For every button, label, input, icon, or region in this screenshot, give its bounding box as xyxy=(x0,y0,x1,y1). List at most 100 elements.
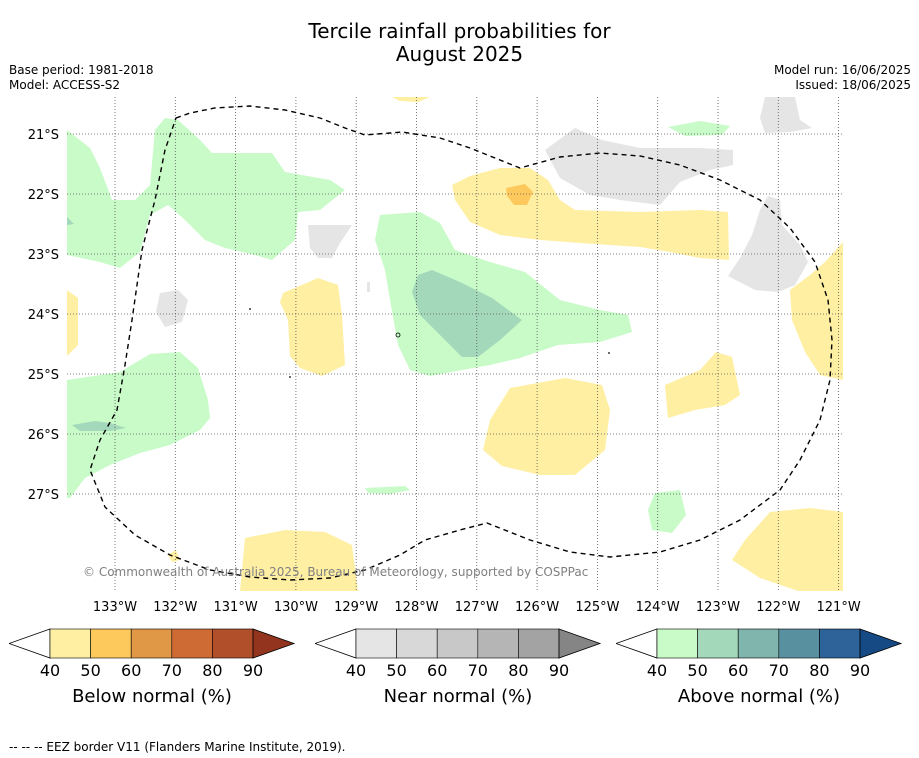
above-normal-50-region xyxy=(67,217,74,225)
colorbar-segment xyxy=(130,628,173,659)
colorbar-under-triangle xyxy=(9,628,51,659)
longitude-label: 121°W xyxy=(817,600,861,615)
colorbar-segment xyxy=(778,628,820,659)
above-normal-colorbar-label: Above normal (%) xyxy=(677,686,841,707)
below-normal-50-region xyxy=(506,184,533,205)
longitude-label: 128°W xyxy=(394,600,438,615)
colorbar-segment xyxy=(518,628,560,659)
map-title-line1: Tercile rainfall probabilities for xyxy=(308,19,611,43)
colorbar-segment xyxy=(90,628,132,659)
above-normal-50-region xyxy=(72,421,126,431)
colorbar-tick-label: 60 xyxy=(728,661,748,680)
colorbar-tick-label: 40 xyxy=(346,661,366,680)
above-normal-region xyxy=(67,352,210,498)
below-normal-region xyxy=(280,278,345,376)
colorbar-segment xyxy=(697,628,739,659)
below-normal-region xyxy=(168,550,180,562)
above-normal-region xyxy=(668,121,730,136)
latitude-label: 23°S xyxy=(28,248,59,263)
below-normal-colorbar: 40 50 60 70 80 90 xyxy=(9,628,296,680)
map-plot-area xyxy=(67,97,843,591)
colorbar-segment xyxy=(477,628,519,659)
near-normal-region xyxy=(760,97,812,133)
longitude-label: 133°W xyxy=(93,600,137,615)
latitude-label: 27°S xyxy=(28,488,59,503)
copyright-text: © Commonwealth of Australia 2025, Bureau… xyxy=(83,565,588,579)
near-normal-region xyxy=(156,290,188,327)
island-marker xyxy=(608,352,610,354)
colorbar-tick-label: 70 xyxy=(162,661,182,680)
colorbar-under-triangle xyxy=(616,628,658,659)
below-normal-region xyxy=(665,352,740,418)
above-normal-colorbar: 40 50 60 70 80 90 xyxy=(616,628,903,680)
colorbar-tick-label: 90 xyxy=(850,661,870,680)
latitude-label: 21°S xyxy=(28,128,59,143)
above-normal-region xyxy=(375,212,632,376)
colorbar-over-triangle xyxy=(558,628,602,659)
latitude-label: 22°S xyxy=(28,188,59,203)
longitude-label: 129°W xyxy=(334,600,378,615)
near-normal-colorbar: 40 50 60 70 80 90 xyxy=(315,628,602,680)
base-period-text: Base period: 1981-2018 xyxy=(9,63,154,77)
colorbar-segment xyxy=(355,628,397,659)
colorbar-tick-label: 60 xyxy=(427,661,447,680)
colorbar-segment xyxy=(171,628,213,659)
colorbar-tick-label: 60 xyxy=(121,661,141,680)
below-normal-region xyxy=(67,290,78,356)
below-normal-colorbar-label: Below normal (%) xyxy=(72,686,232,707)
island-marker xyxy=(367,282,370,292)
colorbar-tick-label: 70 xyxy=(468,661,488,680)
latitude-axis: 21°S 22°S 23°S 24°S 25°S 26°S 27°S xyxy=(28,128,59,503)
latitude-label: 26°S xyxy=(28,428,59,443)
colorbar-under-triangle xyxy=(315,628,357,659)
colorbar-tick-label: 80 xyxy=(508,661,528,680)
below-normal-region xyxy=(732,508,843,591)
model-run-text: Model run: 16/06/2025 xyxy=(773,63,911,77)
below-normal-region xyxy=(392,97,430,102)
longitude-label: 126°W xyxy=(515,600,559,615)
colorbar-segment xyxy=(49,628,91,659)
longitude-label: 123°W xyxy=(696,600,740,615)
colorbar-segment xyxy=(436,628,479,659)
longitude-label: 122°W xyxy=(756,600,800,615)
above-normal-region xyxy=(365,486,410,494)
near-normal-region xyxy=(308,225,352,258)
colorbar-segment xyxy=(656,628,698,659)
near-normal-colorbar-label: Near normal (%) xyxy=(383,686,533,707)
colorbar-tick-label: 70 xyxy=(769,661,789,680)
colorbar-tick-label: 80 xyxy=(809,661,829,680)
colorbar-segment xyxy=(737,628,780,659)
colorbar-segment xyxy=(396,628,438,659)
above-normal-region xyxy=(67,118,345,268)
colorbar-segment xyxy=(212,628,254,659)
latitude-label: 24°S xyxy=(28,308,59,323)
colorbar-tick-label: 40 xyxy=(40,661,60,680)
graticule xyxy=(67,97,843,591)
longitude-label: 124°W xyxy=(636,600,680,615)
below-normal-region xyxy=(790,242,843,380)
colorbar-tick-label: 90 xyxy=(243,661,263,680)
island-marker xyxy=(249,308,251,310)
near-normal-region xyxy=(545,128,733,205)
longitude-label: 131°W xyxy=(214,600,258,615)
colorbar-tick-label: 90 xyxy=(549,661,569,680)
below-normal-region xyxy=(483,378,610,475)
latitude-label: 25°S xyxy=(28,368,59,383)
colorbar-tick-label: 50 xyxy=(687,661,707,680)
longitude-axis: 133°W 132°W 131°W 130°W 129°W 128°W 127°W 126°W… xyxy=(93,600,861,615)
colorbar-tick-label: 50 xyxy=(80,661,100,680)
island-marker xyxy=(289,376,291,378)
longitude-label: 127°W xyxy=(455,600,499,615)
longitude-label: 125°W xyxy=(575,600,619,615)
colorbar-segment xyxy=(819,628,861,659)
above-normal-50-region xyxy=(412,270,522,357)
model-text: Model: ACCESS-S2 xyxy=(9,78,121,92)
longitude-label: 132°W xyxy=(153,600,197,615)
below-normal-region xyxy=(240,530,358,591)
island-marker xyxy=(395,332,401,338)
eez-legend-text: -- -- -- EEZ border V11 (Flanders Marine… xyxy=(9,740,346,754)
colorbar-tick-label: 40 xyxy=(647,661,667,680)
colorbar-tick-label: 50 xyxy=(386,661,406,680)
colorbar-over-triangle xyxy=(252,628,296,659)
